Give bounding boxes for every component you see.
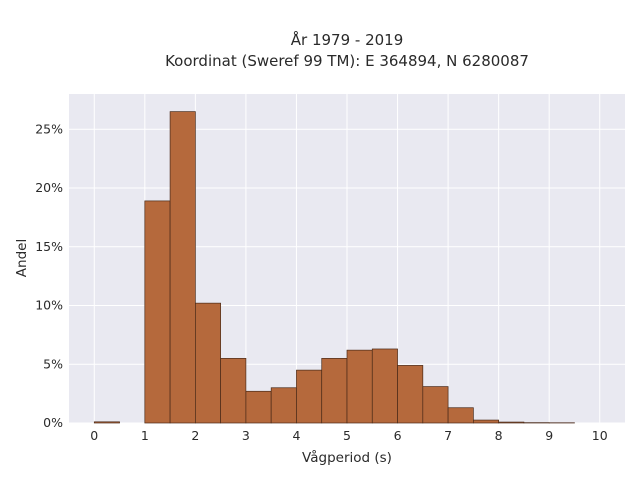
y-tick-label: 10% xyxy=(35,298,63,313)
histogram-bar xyxy=(473,419,499,424)
x-tick-label: 0 xyxy=(90,428,98,443)
x-axis-label: Vågperiod (s) xyxy=(302,449,392,466)
x-tick-label: 10 xyxy=(592,428,608,443)
x-tick-label: 7 xyxy=(444,428,452,443)
y-tick-label: 5% xyxy=(43,356,63,371)
histogram-bar xyxy=(169,111,196,424)
histogram-bar xyxy=(397,365,424,424)
x-tick-label: 3 xyxy=(242,428,250,443)
chart-title-line1: År 1979 - 2019 xyxy=(291,30,404,49)
x-tick-label: 1 xyxy=(141,428,149,443)
chart-title-line2: Koordinat (Sweref 99 TM): E 364894, N 62… xyxy=(165,52,529,70)
x-tick-label: 5 xyxy=(343,428,351,443)
y-tick-label: 20% xyxy=(35,180,63,195)
histogram-bar xyxy=(371,348,398,424)
x-tick-label: 9 xyxy=(545,428,553,443)
histogram-bar xyxy=(195,302,221,424)
histogram-bar xyxy=(422,386,449,424)
histogram-bar xyxy=(245,390,272,424)
histogram-bar xyxy=(144,200,171,424)
x-tick-label: 6 xyxy=(394,428,402,443)
x-tick-label: 2 xyxy=(191,428,199,443)
y-axis-label: Andel xyxy=(14,239,30,277)
y-tick-label: 0% xyxy=(43,415,63,430)
histogram-bar xyxy=(346,349,373,424)
histogram-bar xyxy=(270,387,297,424)
y-tick-label: 25% xyxy=(35,121,63,136)
histogram-bar xyxy=(220,358,247,424)
histogram-bar xyxy=(296,369,323,424)
x-tick-label: 4 xyxy=(292,428,300,443)
x-axis-ticks: 0 1 2 3 4 5 6 7 8 9 10 xyxy=(90,428,607,443)
histogram-bar xyxy=(321,358,348,424)
histogram-bar xyxy=(498,421,525,424)
histogram-bar xyxy=(93,421,120,424)
x-tick-label: 8 xyxy=(495,428,503,443)
histogram-bars xyxy=(93,111,575,424)
y-axis-ticks: 0% 5% 10% 15% 20% 25% xyxy=(35,121,63,430)
histogram-bar xyxy=(447,407,474,424)
y-tick-label: 15% xyxy=(35,239,63,254)
